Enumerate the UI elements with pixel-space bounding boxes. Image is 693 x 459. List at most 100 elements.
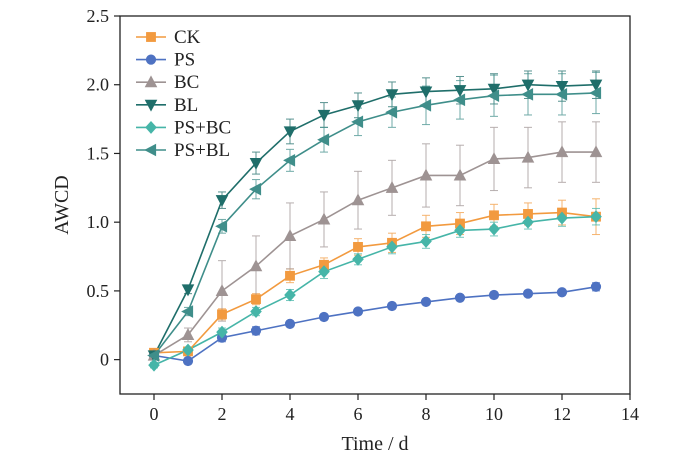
legend-label: CK <box>174 27 201 48</box>
data-point-bl <box>589 79 603 92</box>
data-point-bc <box>487 152 501 165</box>
y-tick-label: 1.5 <box>87 143 110 163</box>
data-point-bl <box>453 85 467 98</box>
x-tick-label: 12 <box>553 404 571 424</box>
data-point-ps-plus-bc <box>250 305 262 318</box>
data-point-ps-plus-bc <box>454 223 466 237</box>
data-point-ps-plus-bc <box>590 210 602 224</box>
axis-ticks <box>114 15 631 400</box>
data-point-ps-plus-bl <box>521 88 534 101</box>
data-point-ps-plus-bc <box>216 325 228 339</box>
y-tick-label: 1.0 <box>87 212 110 232</box>
data-point-ps-plus-bl <box>147 349 160 362</box>
x-tick-label: 4 <box>286 404 295 424</box>
legend-item-ck: CK <box>136 27 201 48</box>
data-point-bl <box>555 81 569 93</box>
data-point-ps-plus-bl <box>487 89 500 103</box>
data-point-ps <box>420 296 432 308</box>
x-tick-label: 6 <box>354 404 363 424</box>
data-point-bc <box>215 284 229 297</box>
data-point-ps-plus-bl <box>453 93 466 107</box>
data-point-bc <box>453 168 467 181</box>
data-point-ps-plus-bl <box>419 99 432 112</box>
x-tick-label: 10 <box>485 404 503 424</box>
data-point-ps <box>454 292 466 303</box>
data-point-ck <box>285 270 295 281</box>
data-point-ps-plus-bc <box>488 222 500 236</box>
data-point-bc <box>181 328 195 340</box>
data-point-bc <box>555 145 569 158</box>
data-point-ps-plus-bc <box>556 211 568 225</box>
data-point-bl <box>249 157 263 170</box>
data-point-ck <box>251 294 261 305</box>
legend-marker-ps-plus-bl <box>144 143 157 157</box>
data-point-ps <box>556 287 568 298</box>
error-bars <box>150 70 600 369</box>
legend-label: BC <box>174 72 199 93</box>
data-point-bc <box>589 145 603 158</box>
data-point-ps <box>182 355 194 367</box>
x-axis-title: Time / d <box>341 433 408 455</box>
y-axis-title: AWCD <box>51 175 73 235</box>
y-tick-label: 0.5 <box>87 281 110 301</box>
legend-item-bc: BC <box>136 72 199 93</box>
data-point-bl <box>351 100 365 113</box>
data-point-ps-plus-bc <box>522 215 534 229</box>
y-tick-label: 2.5 <box>87 6 110 26</box>
data-point-ps-plus-bl <box>555 88 568 101</box>
series-line-ck <box>153 211 597 354</box>
data-point-ps-plus-bc <box>148 358 160 372</box>
data-point-ps-plus-bc <box>182 343 194 357</box>
data-point-ck <box>421 221 431 232</box>
data-point-bl <box>181 284 195 297</box>
data-point-ck <box>353 242 363 252</box>
data-point-bc <box>385 180 399 193</box>
data-point-ps-plus-bl <box>385 105 398 119</box>
data-point-ps-plus-bl <box>351 115 364 129</box>
data-point-ps <box>522 288 534 299</box>
legend-label: PS+BL <box>174 140 230 161</box>
data-point-bl <box>283 126 297 139</box>
data-point-ps-plus-bc <box>284 288 296 302</box>
data-point-bc <box>351 193 365 206</box>
data-point-bl <box>385 89 399 102</box>
data-point-ps <box>590 281 602 292</box>
data-point-ps <box>352 306 364 317</box>
legend-item-bl: BL <box>136 95 198 116</box>
data-point-bl <box>419 86 433 99</box>
legend-label: PS <box>174 50 195 71</box>
x-tick-label: 0 <box>150 404 159 424</box>
x-tick-label: 14 <box>621 404 639 424</box>
legend-item-ps-plus-bc: PS+BC <box>136 117 231 138</box>
legend-item-ps: PS <box>136 50 195 71</box>
data-point-ps-plus-bc <box>420 234 432 248</box>
data-point-ps-plus-bl <box>283 154 296 167</box>
data-point-bl <box>317 109 331 122</box>
data-point-bc <box>249 259 263 272</box>
x-tick-label: 2 <box>218 404 227 424</box>
x-tick-label: 8 <box>422 404 431 424</box>
legend-label: BL <box>174 95 198 116</box>
data-point-bc <box>317 212 331 225</box>
data-point-ps <box>284 318 296 329</box>
legend-label: PS+BC <box>174 117 231 138</box>
tick-labels: 0 2 4 6 8 10 12 14 0 0.5 1.0 1.5 2.0 2.5 <box>87 6 640 424</box>
data-point-bl <box>521 79 535 92</box>
series-line-bc <box>153 151 596 357</box>
data-point-ps-plus-bl <box>215 220 228 233</box>
data-point-ps-plus-bc <box>386 240 398 254</box>
data-point-ps-plus-bl <box>589 86 602 100</box>
series-markers <box>147 79 603 372</box>
y-tick-label: 2.0 <box>87 75 110 95</box>
plot-frame <box>119 15 631 395</box>
legend-item-ps-plus-bl: PS+BL <box>136 140 230 161</box>
data-point-ck <box>489 210 499 221</box>
legend-marker-ck <box>146 32 156 42</box>
series-line-ps-plus-bc <box>153 215 597 366</box>
data-point-bl <box>487 83 501 96</box>
data-point-ps <box>250 325 262 336</box>
data-point-ps <box>386 300 398 312</box>
data-point-ps-plus-bl <box>181 305 194 318</box>
y-tick-label: 0 <box>100 350 109 370</box>
